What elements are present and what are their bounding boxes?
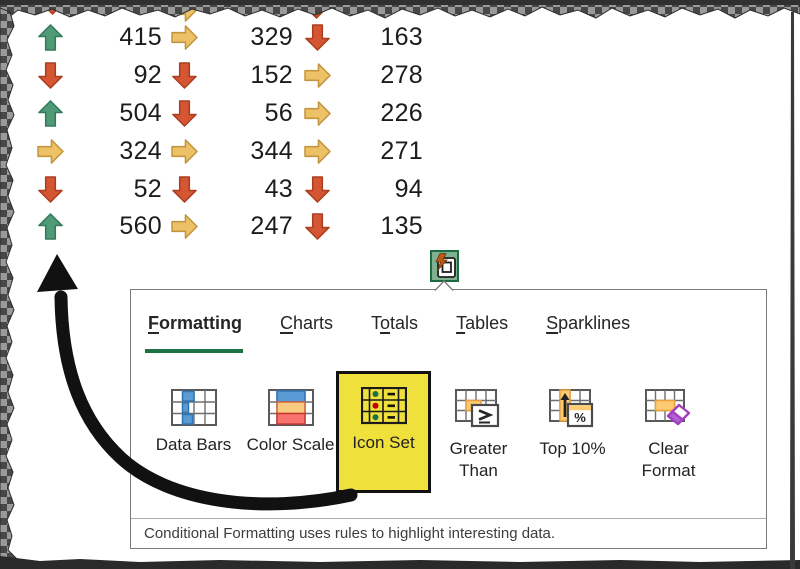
trend-arrow-icon — [170, 213, 198, 241]
cell-value: 56 — [264, 98, 293, 127]
button-label: Color Scale — [246, 435, 335, 454]
tab-sparklines[interactable]: Sparklines — [546, 313, 631, 333]
table-row: 415 329 163 — [0, 19, 423, 57]
button-label: Icon Set — [352, 433, 415, 452]
table-row: 560 247 135 — [0, 208, 423, 246]
cell-value: 324 — [119, 136, 162, 165]
trend-arrow-icon — [38, 0, 66, 15]
cell-value: 163 — [380, 23, 423, 52]
button-label: Top 10% — [539, 439, 606, 458]
trend-arrow-icon — [36, 24, 64, 52]
trend-arrow-icon — [303, 213, 331, 241]
greater-than-button[interactable]: Greater Than — [431, 371, 526, 493]
trend-arrow-icon — [303, 137, 331, 165]
tab-tables[interactable]: Tables — [456, 313, 509, 333]
color-scale-button[interactable]: Color Scale — [243, 371, 338, 493]
cell-value: 329 — [250, 23, 293, 52]
trend-arrow-icon — [36, 137, 64, 165]
cell-value: 344 — [250, 136, 293, 165]
table-row: 52 43 94 — [0, 170, 423, 208]
trend-arrow-icon — [170, 137, 198, 165]
button-label: Greater Than — [449, 439, 508, 481]
cell-value: 94 — [394, 174, 423, 203]
trend-arrow-icon — [170, 24, 198, 52]
data-bars-icon — [146, 389, 241, 427]
cell-value: 135 — [380, 212, 423, 241]
data-bars-button[interactable]: Data Bars — [146, 371, 241, 493]
cell-value: 504 — [119, 98, 162, 127]
cell-value: 152 — [250, 61, 293, 90]
button-label: Data Bars — [155, 435, 232, 454]
quick-analysis-icon — [430, 250, 459, 282]
greater-than-icon — [431, 389, 526, 431]
tab-formatting[interactable]: Formatting — [145, 312, 243, 358]
tab-totals[interactable]: Totals — [371, 313, 419, 333]
trend-arrow-icon — [303, 175, 331, 203]
clear-format-icon — [621, 389, 716, 431]
trend-arrow-icon — [36, 175, 64, 203]
popup-footer-text: Conditional Formatting uses rules to hig… — [144, 525, 556, 542]
trend-arrow-icon — [36, 99, 64, 127]
trend-arrow-icon — [303, 99, 331, 127]
cell-value: 415 — [119, 23, 162, 52]
color-scale-icon — [243, 389, 338, 427]
svg-text:%: % — [574, 410, 586, 425]
table-row: 324 344 271 — [0, 132, 423, 170]
cell-value: 271 — [380, 136, 423, 165]
button-label: Clear Format — [641, 439, 696, 481]
popup-footer-divider — [131, 518, 766, 519]
trend-arrow-icon — [170, 175, 198, 203]
quick-analysis-button[interactable] — [430, 250, 459, 282]
cell-value: 226 — [380, 98, 423, 127]
cell-value: 560 — [119, 212, 162, 241]
cell-value: 52 — [133, 174, 162, 203]
trend-arrow-icon — [170, 99, 198, 127]
top-10-icon: % — [525, 389, 620, 431]
clear-format-button[interactable]: Clear Format — [621, 371, 716, 493]
tab-charts[interactable]: Charts — [280, 313, 334, 333]
quick-analysis-popup: Formatting Charts Totals Tables Sparklin… — [130, 289, 767, 549]
callout-arrowhead-icon — [37, 254, 78, 292]
icon-set-button[interactable]: Icon Set — [336, 371, 431, 493]
trend-arrow-icon — [36, 213, 64, 241]
trend-arrow-icon — [302, 0, 330, 19]
trend-arrow-icon — [36, 62, 64, 90]
cell-value: 43 — [264, 174, 293, 203]
icon-set-icon — [339, 387, 428, 425]
trend-arrow-icon — [303, 62, 331, 90]
trend-arrow-icon — [170, 62, 198, 90]
top-10-percent-button[interactable]: % Top 10% — [525, 371, 620, 493]
cell-value: 92 — [133, 61, 162, 90]
torn-edge-bottom — [0, 556, 800, 569]
cell-value: 247 — [250, 212, 293, 241]
cell-value: 278 — [380, 61, 423, 90]
table-row: 504 56 226 — [0, 95, 423, 133]
icon-set-data-grid: 415 329 163 92 152 278 504 56 226 324 — [0, 19, 423, 246]
torn-edge-right — [790, 12, 795, 569]
popup-tabs: Formatting Charts Totals Tables Sparklin… — [145, 312, 631, 358]
trend-arrow-icon — [303, 24, 331, 52]
table-row: 92 152 278 — [0, 57, 423, 95]
